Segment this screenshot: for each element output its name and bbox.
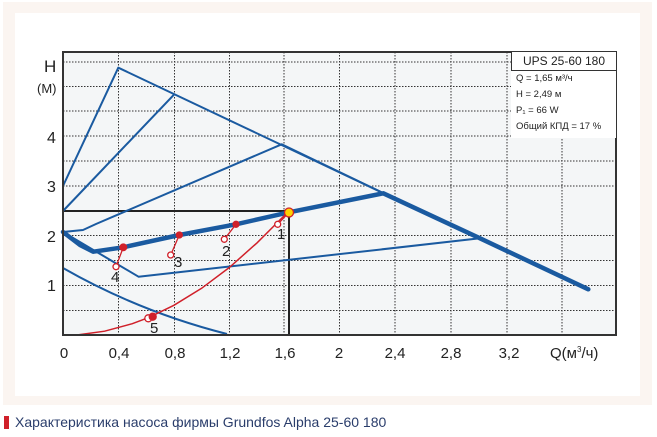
- y-tick-4: 4: [47, 130, 56, 147]
- legend-flow: Q = 1,65 м³/ч: [516, 73, 573, 84]
- open-point-4: [112, 263, 120, 271]
- filled-point-2: [232, 220, 240, 228]
- x-tick-0-8: 0,8: [165, 345, 186, 362]
- caption-text: Характеристика насоса фирмы Grundfos Alp…: [15, 414, 387, 430]
- operating-point-marker: [283, 207, 295, 218]
- caption-marker: [4, 415, 9, 429]
- label-point-3: 3: [174, 254, 182, 271]
- filled-point-4: [119, 243, 128, 252]
- x-axis-title: Q(м3/ч): [550, 345, 598, 362]
- x-tick-2: 2: [335, 345, 343, 362]
- y-tick-1: 1: [47, 278, 56, 295]
- point-markers: [112, 211, 290, 323]
- legend-panel: UPS 25-60 180 Q = 1,65 м³/ч H = 2,49 м P…: [511, 52, 616, 138]
- legend-head: H = 2,49 м: [516, 89, 562, 100]
- plot-frame: [62, 51, 617, 336]
- x-ticks: 0 0,4 0,8 1,2 1,6 2 2,4 2,8 3,2: [60, 345, 520, 362]
- min-speed-curve: [62, 267, 228, 335]
- open-point-1: [274, 220, 282, 228]
- y-tick-2: 2: [47, 229, 56, 246]
- system-curve: [76, 210, 290, 336]
- x-tick-2-4: 2,4: [385, 345, 406, 362]
- legend-model: UPS 25-60 180: [511, 52, 616, 71]
- y-axis-unit: (M): [37, 81, 57, 96]
- legend-efficiency: Общий КПД = 17 %: [516, 121, 602, 132]
- y-tick-3: 3: [47, 179, 56, 196]
- x-tick-3-2: 3,2: [499, 345, 520, 362]
- x-tick-1-6: 1,6: [275, 345, 296, 362]
- speed-2-curve: [62, 93, 176, 212]
- label-point-4: 4: [111, 269, 119, 286]
- y-axis-title: H: [44, 57, 56, 76]
- x-tick-0-4: 0,4: [109, 345, 130, 362]
- x-tick-1-2: 1,2: [220, 345, 241, 362]
- x-tick-2-8: 2,8: [441, 345, 462, 362]
- label-point-5: 5: [150, 320, 158, 337]
- label-point-2: 2: [222, 243, 230, 260]
- x-tick-0: 0: [60, 345, 68, 362]
- autoadapt-curve: [60, 191, 591, 292]
- filled-point-5: [148, 312, 157, 321]
- speed-3-curve: [62, 143, 384, 233]
- figure-caption: Характеристика насоса фирмы Grundfos Alp…: [4, 414, 386, 430]
- open-point-2: [220, 235, 228, 243]
- label-point-1: 1: [277, 226, 285, 243]
- vertical-grid: [118, 52, 563, 335]
- open-point-3: [167, 251, 175, 259]
- filled-point-3: [175, 231, 183, 239]
- legend-power: P₁ = 66 W: [516, 105, 559, 116]
